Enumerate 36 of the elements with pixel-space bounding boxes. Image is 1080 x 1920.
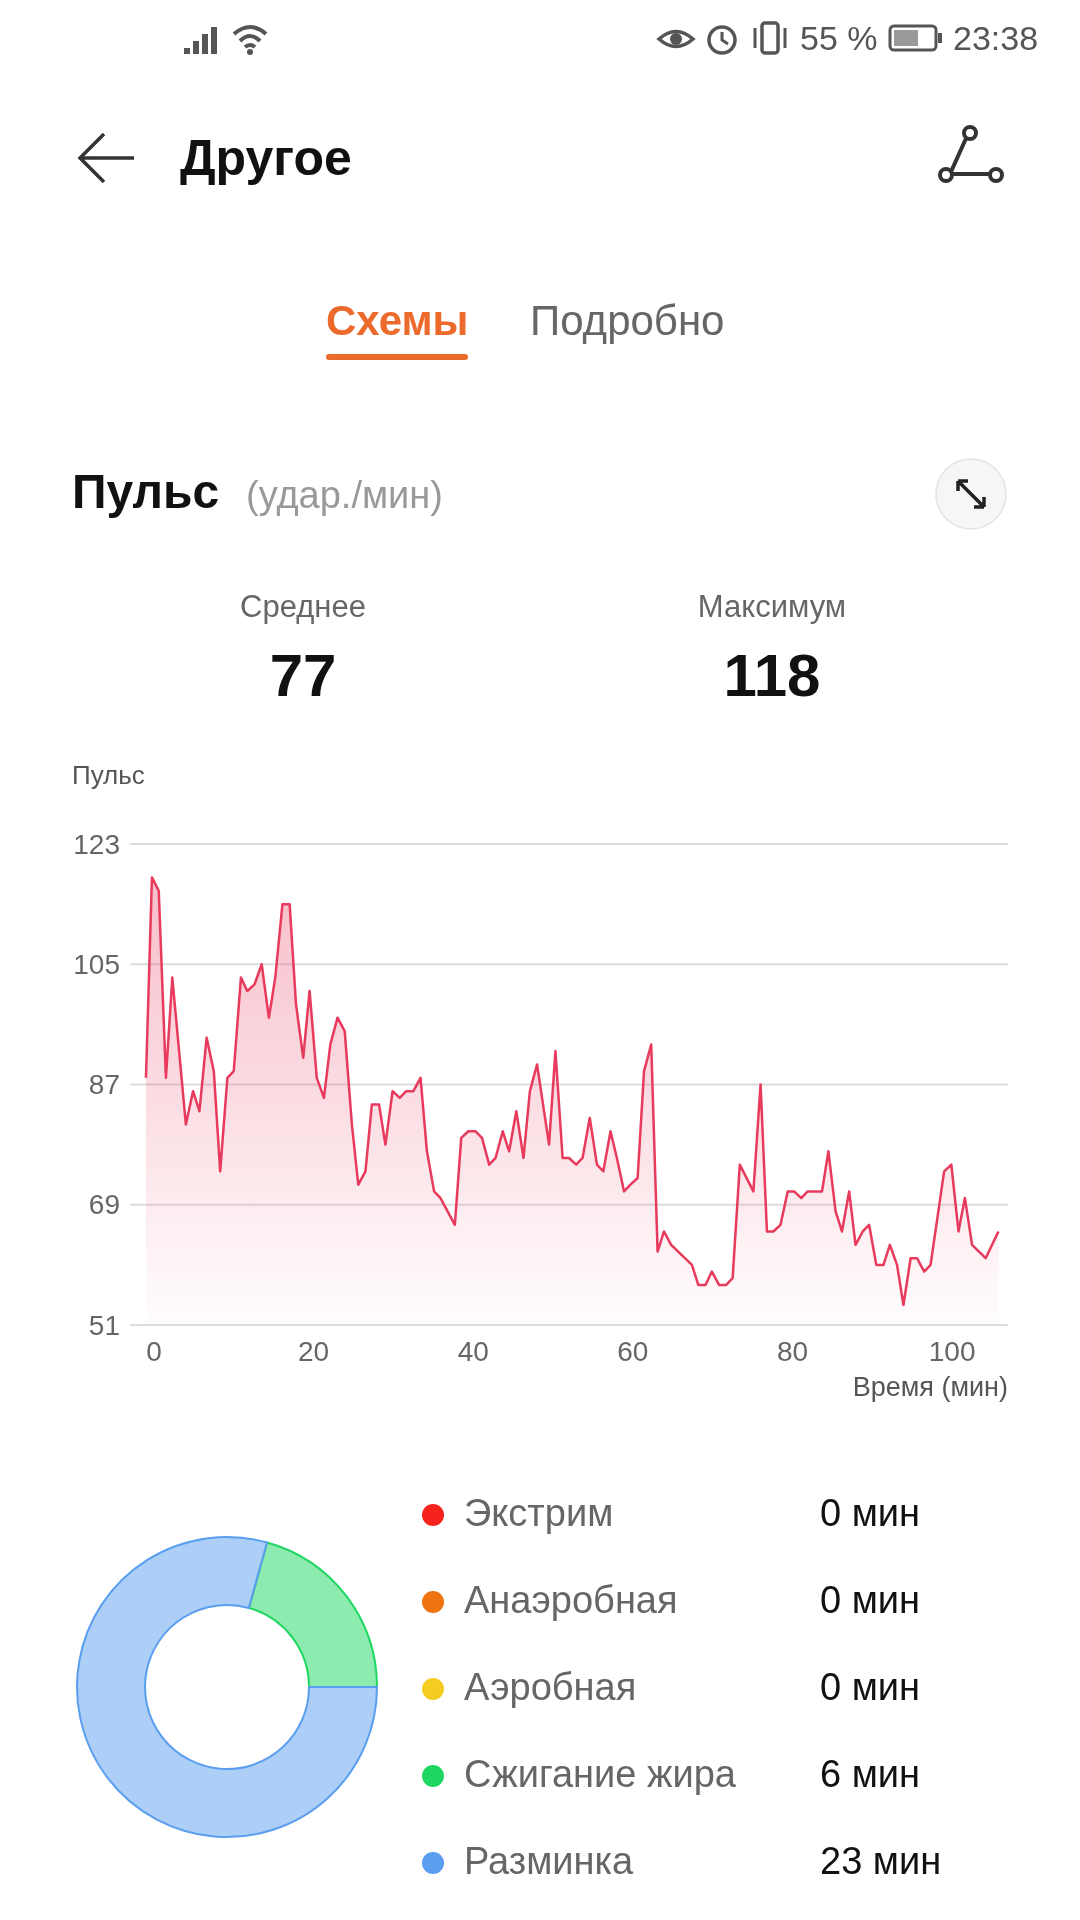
text: Среднее bbox=[240, 589, 366, 624]
x-tick-label: 20 bbox=[298, 1335, 330, 1367]
y-tick-label: 87 bbox=[88, 1069, 120, 1100]
y-tick-label: 51 bbox=[88, 1309, 120, 1341]
donut-slice bbox=[76, 1536, 378, 1838]
x-tick-label: 40 bbox=[457, 1335, 489, 1367]
chart-title: Пульс bbox=[72, 464, 220, 519]
y-tick-label: 69 bbox=[88, 1189, 120, 1221]
legend-label: Аэробная bbox=[464, 1666, 637, 1709]
y-axis-title: Пульс bbox=[72, 760, 145, 791]
x-axis-title: Время (мин) bbox=[852, 1372, 1008, 1403]
legend-label: Сжигание жира bbox=[464, 1753, 736, 1796]
x-tick-label: 100 bbox=[928, 1335, 976, 1367]
text: 77 bbox=[269, 642, 337, 709]
text: 118 bbox=[723, 642, 821, 709]
x-tick-label: 60 bbox=[617, 1335, 649, 1367]
y-tick-label: 123 bbox=[73, 828, 120, 860]
x-tick-label: 0 bbox=[146, 1335, 162, 1367]
data-label: 23 мин bbox=[820, 1840, 942, 1883]
y-tick-label: 105 bbox=[73, 948, 120, 980]
legend-label: Экстрим bbox=[464, 1492, 614, 1535]
text: Подробно bbox=[530, 297, 725, 344]
text: Другое bbox=[180, 130, 352, 186]
text: Схемы bbox=[326, 297, 469, 344]
text: 0 мин bbox=[820, 1492, 921, 1534]
donut-slice bbox=[247, 1541, 378, 1688]
text: 0 мин bbox=[820, 1666, 921, 1708]
text: 55 % bbox=[800, 19, 878, 57]
text: 23:38 bbox=[953, 19, 1039, 57]
legend-label: Анаэробная bbox=[464, 1579, 678, 1622]
text: Максимум bbox=[697, 589, 847, 624]
x-tick-label: 80 bbox=[776, 1335, 809, 1367]
legend-label: Разминка bbox=[464, 1840, 634, 1883]
data-label: 6 мин bbox=[820, 1753, 921, 1796]
text: 0 мин bbox=[820, 1579, 921, 1621]
chart-subtitle: (удар./мин) bbox=[246, 474, 443, 517]
